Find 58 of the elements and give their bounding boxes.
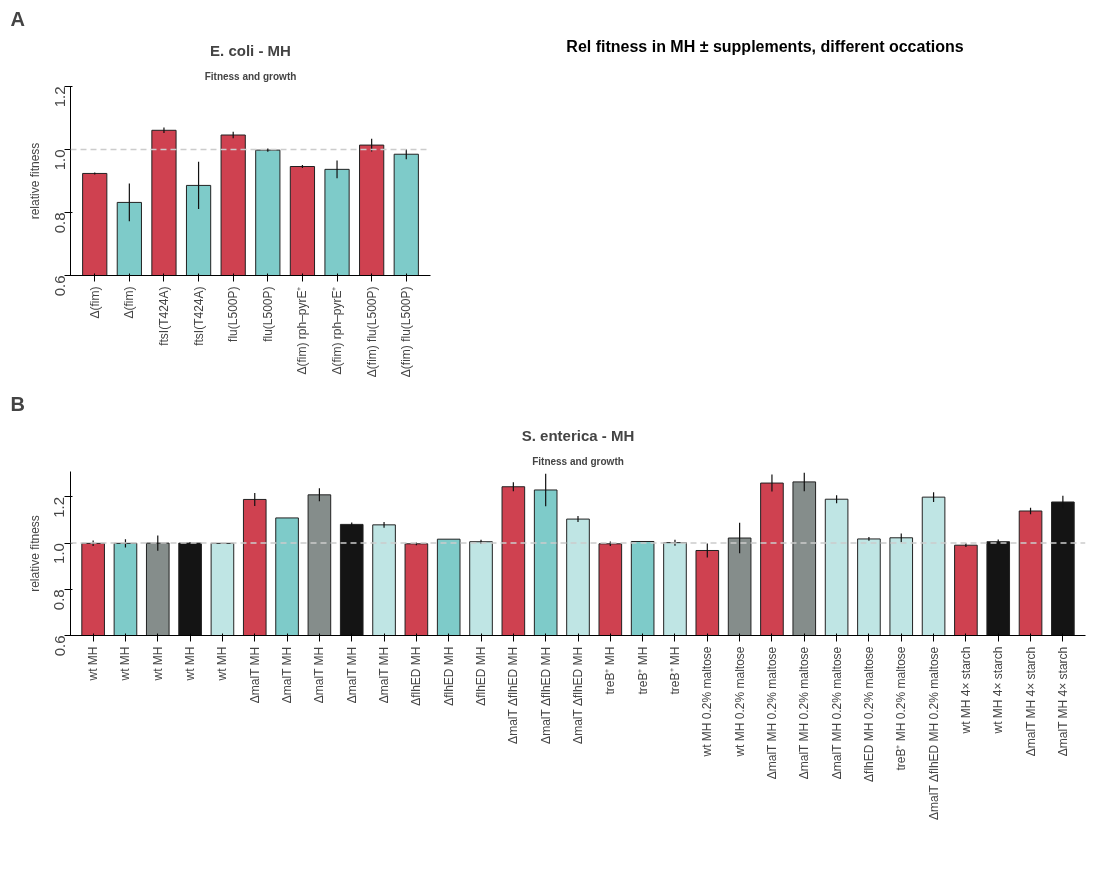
x-tick-label: wt MH 0.2% maltose [700,646,715,758]
x-tick-label: ftsI(T424A) [156,286,171,346]
y-tick-label: 1.2 [50,86,68,108]
x-tick-label: ΔmalT MH [247,646,262,704]
x-tick-label: ΔflhED MH [409,646,424,706]
x-tick-label: Δ(fim) flu(L500P) [364,286,379,378]
y-tick-label: 0.8 [50,212,68,234]
x-tick-label: ΔmalT MH 0.2% maltose [764,646,779,780]
x-tick-label: ΔflhED MH [474,646,489,706]
x-tick-label: ΔmalT MH [312,646,327,704]
x-tick-label: wt MH 0.2% maltose [732,646,747,758]
x-tick-label: treB⁺ MH [667,646,682,695]
x-tick-label: ΔmalT MH 0.2% maltose [829,646,844,780]
x-tick-label: ΔmalT ΔflhED MH [506,646,521,744]
x-tick-label: Δ(fim) [122,286,137,319]
x-tick-label: ΔmalT MH [280,646,295,704]
x-tick-label: ΔmalT ΔflhED MH [571,646,585,744]
x-tick-label: Δ(fim) [87,286,102,319]
y-tick-label: 0.6 [50,275,68,297]
x-tick-label: ΔflhED MH 0.2% maltose [861,646,876,782]
x-tick-label: ΔmalT ΔflhED MH [538,646,553,744]
x-tick-label: ΔmalT MH [344,646,359,704]
x-tick-label: Δ(fim) rph–pyrE⁺ [330,286,345,375]
x-tick-label: wt MH 4× starch [958,646,973,735]
x-tick-label: flu(L500P) [226,286,241,342]
chart-title: S. enterica - MH [521,426,635,444]
y-tick-label: 1.0 [50,543,68,564]
x-tick-label: wt MH 4× starch [991,646,1006,735]
x-tick-label: Δ(fim) rph–pyrE⁺ [295,286,310,375]
chart-subtitle: Fitness and growth [532,455,624,467]
x-tick-label: wt MH [118,646,133,682]
text: B [10,392,25,415]
x-tick-label: flu(L500P) [260,286,275,342]
x-tick-label: ΔmalT MH [377,646,392,704]
x-tick-label: treB⁺ MH [635,646,650,695]
x-tick-label: ΔmalT MH 4× starch [1023,646,1038,757]
y-tick-label: 1.2 [50,496,68,518]
x-tick-label: wt MH [183,646,198,682]
x-tick-label: ΔmalT MH 0.2% maltose [797,646,812,780]
y-tick-label: 1.0 [50,149,68,171]
x-tick-label: ΔmalT ΔflhED MH 0.2% maltose [926,646,941,820]
y-tick-label: 0.6 [50,635,68,657]
x-tick-label: ΔflhED MH [441,646,456,706]
x-tick-label: Δ(fim) flu(L500P) [399,286,414,378]
x-tick-label: ΔmalT MH 4× starch [1055,646,1070,757]
y-tick-label: 0.8 [50,589,68,611]
y-axis-title: relative fitness [27,142,42,220]
x-tick-label: wt MH [86,646,101,682]
chart-subtitle: Fitness and growth [204,70,297,82]
x-tick-label: wt MH [215,646,230,682]
x-tick-label: treB⁺ MH 0.2% maltose [894,646,909,771]
x-tick-label: wt MH [150,646,165,682]
x-tick-label: treB⁺ MH [603,646,618,695]
text: A [10,7,25,30]
text: Rel fitness in MH ± supplements, different occations [566,37,964,57]
x-tick-label: ftsI(T424A) [191,286,206,346]
y-axis-title: relative fitness [27,515,42,592]
chart-title: E. coli - MH [210,41,291,59]
